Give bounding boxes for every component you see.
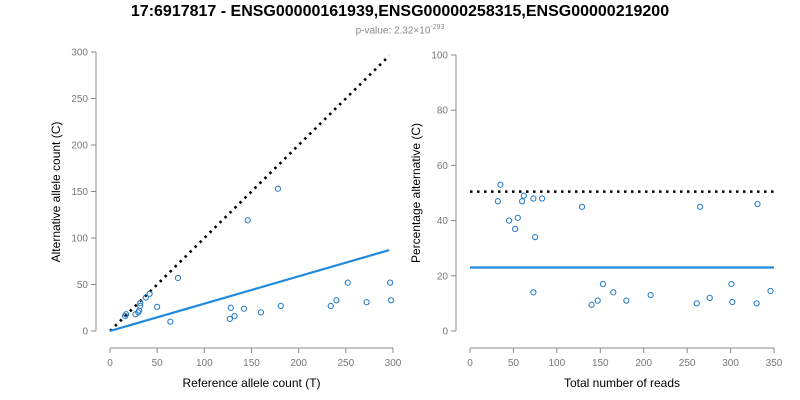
data-point xyxy=(519,198,526,205)
data-point xyxy=(226,315,233,323)
chart-title: 17:6917817 - ENSG00000161939,ENSG0000025… xyxy=(130,3,670,20)
x-tick-label: 250 xyxy=(679,358,696,369)
x-tick-label: 0 xyxy=(467,358,473,369)
y-tick-label: 100 xyxy=(71,234,88,245)
data-point xyxy=(767,287,774,295)
data-point xyxy=(333,297,340,304)
y-tick-label: 20 xyxy=(437,271,449,282)
x-tick-label: 250 xyxy=(337,358,354,369)
x-tick-label: 200 xyxy=(635,358,652,369)
data-point xyxy=(122,311,130,318)
y-tick-label: 40 xyxy=(437,216,449,227)
pvalue-exponent: -293 xyxy=(430,24,445,31)
data-point xyxy=(137,302,144,309)
data-point xyxy=(344,279,351,286)
data-point xyxy=(729,298,736,306)
x-tick-label: 150 xyxy=(592,358,609,369)
data-point xyxy=(693,300,700,307)
data-point xyxy=(257,309,265,316)
data-point xyxy=(274,185,282,192)
data-point xyxy=(142,294,149,301)
x-axis-title: Total number of reads xyxy=(564,376,680,390)
data-point xyxy=(532,234,539,241)
data-point xyxy=(388,297,395,304)
data-point xyxy=(174,274,182,282)
data-point xyxy=(594,297,601,304)
data-point xyxy=(514,214,521,221)
x-tick-label: 0 xyxy=(107,358,113,369)
data-point xyxy=(167,318,174,325)
data-point xyxy=(512,225,519,232)
data-point xyxy=(505,217,513,224)
data-point xyxy=(599,280,606,288)
y-tick-label: 200 xyxy=(71,141,88,152)
x-tick-label: 100 xyxy=(196,358,213,369)
data-point xyxy=(647,292,654,299)
y-tick-label: 0 xyxy=(82,327,88,338)
data-point xyxy=(327,302,334,309)
data-point xyxy=(520,192,527,199)
y-tick-label: 250 xyxy=(71,94,88,105)
data-point xyxy=(754,200,761,208)
x-tick-label: 100 xyxy=(549,358,566,369)
data-point xyxy=(227,304,234,311)
data-point xyxy=(154,303,161,310)
data-point xyxy=(494,198,501,205)
x-tick-label: 50 xyxy=(508,358,520,369)
right-scatter-panel: 0 50 100 150 200 250 300 350 0 20 40 60 80 100 Total n… xyxy=(409,51,783,391)
pvalue-prefix: p-value: 2.32×10 xyxy=(355,25,431,37)
data-point xyxy=(363,299,370,306)
data-point xyxy=(538,195,546,202)
data-point xyxy=(728,280,735,288)
data-point xyxy=(578,203,586,210)
y-axis-title: Alternative allele count (C) xyxy=(49,122,63,263)
data-point xyxy=(244,217,251,224)
y-tick-label: 50 xyxy=(77,280,89,291)
data-point xyxy=(146,290,153,297)
left-scatter-panel: 0 50 100 150 200 250 300 0 50 100 150 200 250 300 Refe… xyxy=(49,48,402,391)
pvalue-subtitle: p-value: 2.32×10-293 xyxy=(0,24,800,36)
data-point xyxy=(697,203,704,210)
data-point xyxy=(387,279,394,286)
x-tick-label: 200 xyxy=(290,358,307,369)
y-tick-label: 150 xyxy=(71,187,88,198)
data-point xyxy=(753,300,760,307)
data-point xyxy=(623,297,630,304)
x-tick-label: 150 xyxy=(243,358,260,369)
x-tick-label: 300 xyxy=(385,358,402,369)
data-point xyxy=(530,195,537,202)
x-tick-label: 300 xyxy=(722,358,739,369)
data-point xyxy=(240,305,248,312)
data-point xyxy=(137,300,144,307)
y-tick-label: 60 xyxy=(437,161,449,172)
data-point xyxy=(706,294,713,301)
data-point xyxy=(588,301,595,308)
data-point xyxy=(610,289,617,296)
x-tick-label: 50 xyxy=(152,358,164,369)
data-point xyxy=(231,313,238,320)
y-tick-label: 80 xyxy=(437,106,449,117)
data-point xyxy=(497,181,504,188)
y-tick-label: 100 xyxy=(431,51,448,62)
expected-ratio-dotted-line xyxy=(109,54,391,332)
x-tick-label: 350 xyxy=(766,358,783,369)
y-tick-label: 0 xyxy=(442,327,448,338)
y-axis-title: Percentage alternative (C) xyxy=(409,123,423,263)
fitted-ratio-line xyxy=(109,249,390,333)
x-axis-title: Reference allele count (T) xyxy=(182,376,320,390)
y-tick-label: 300 xyxy=(71,48,88,59)
data-point xyxy=(277,302,284,309)
data-point xyxy=(530,289,537,296)
